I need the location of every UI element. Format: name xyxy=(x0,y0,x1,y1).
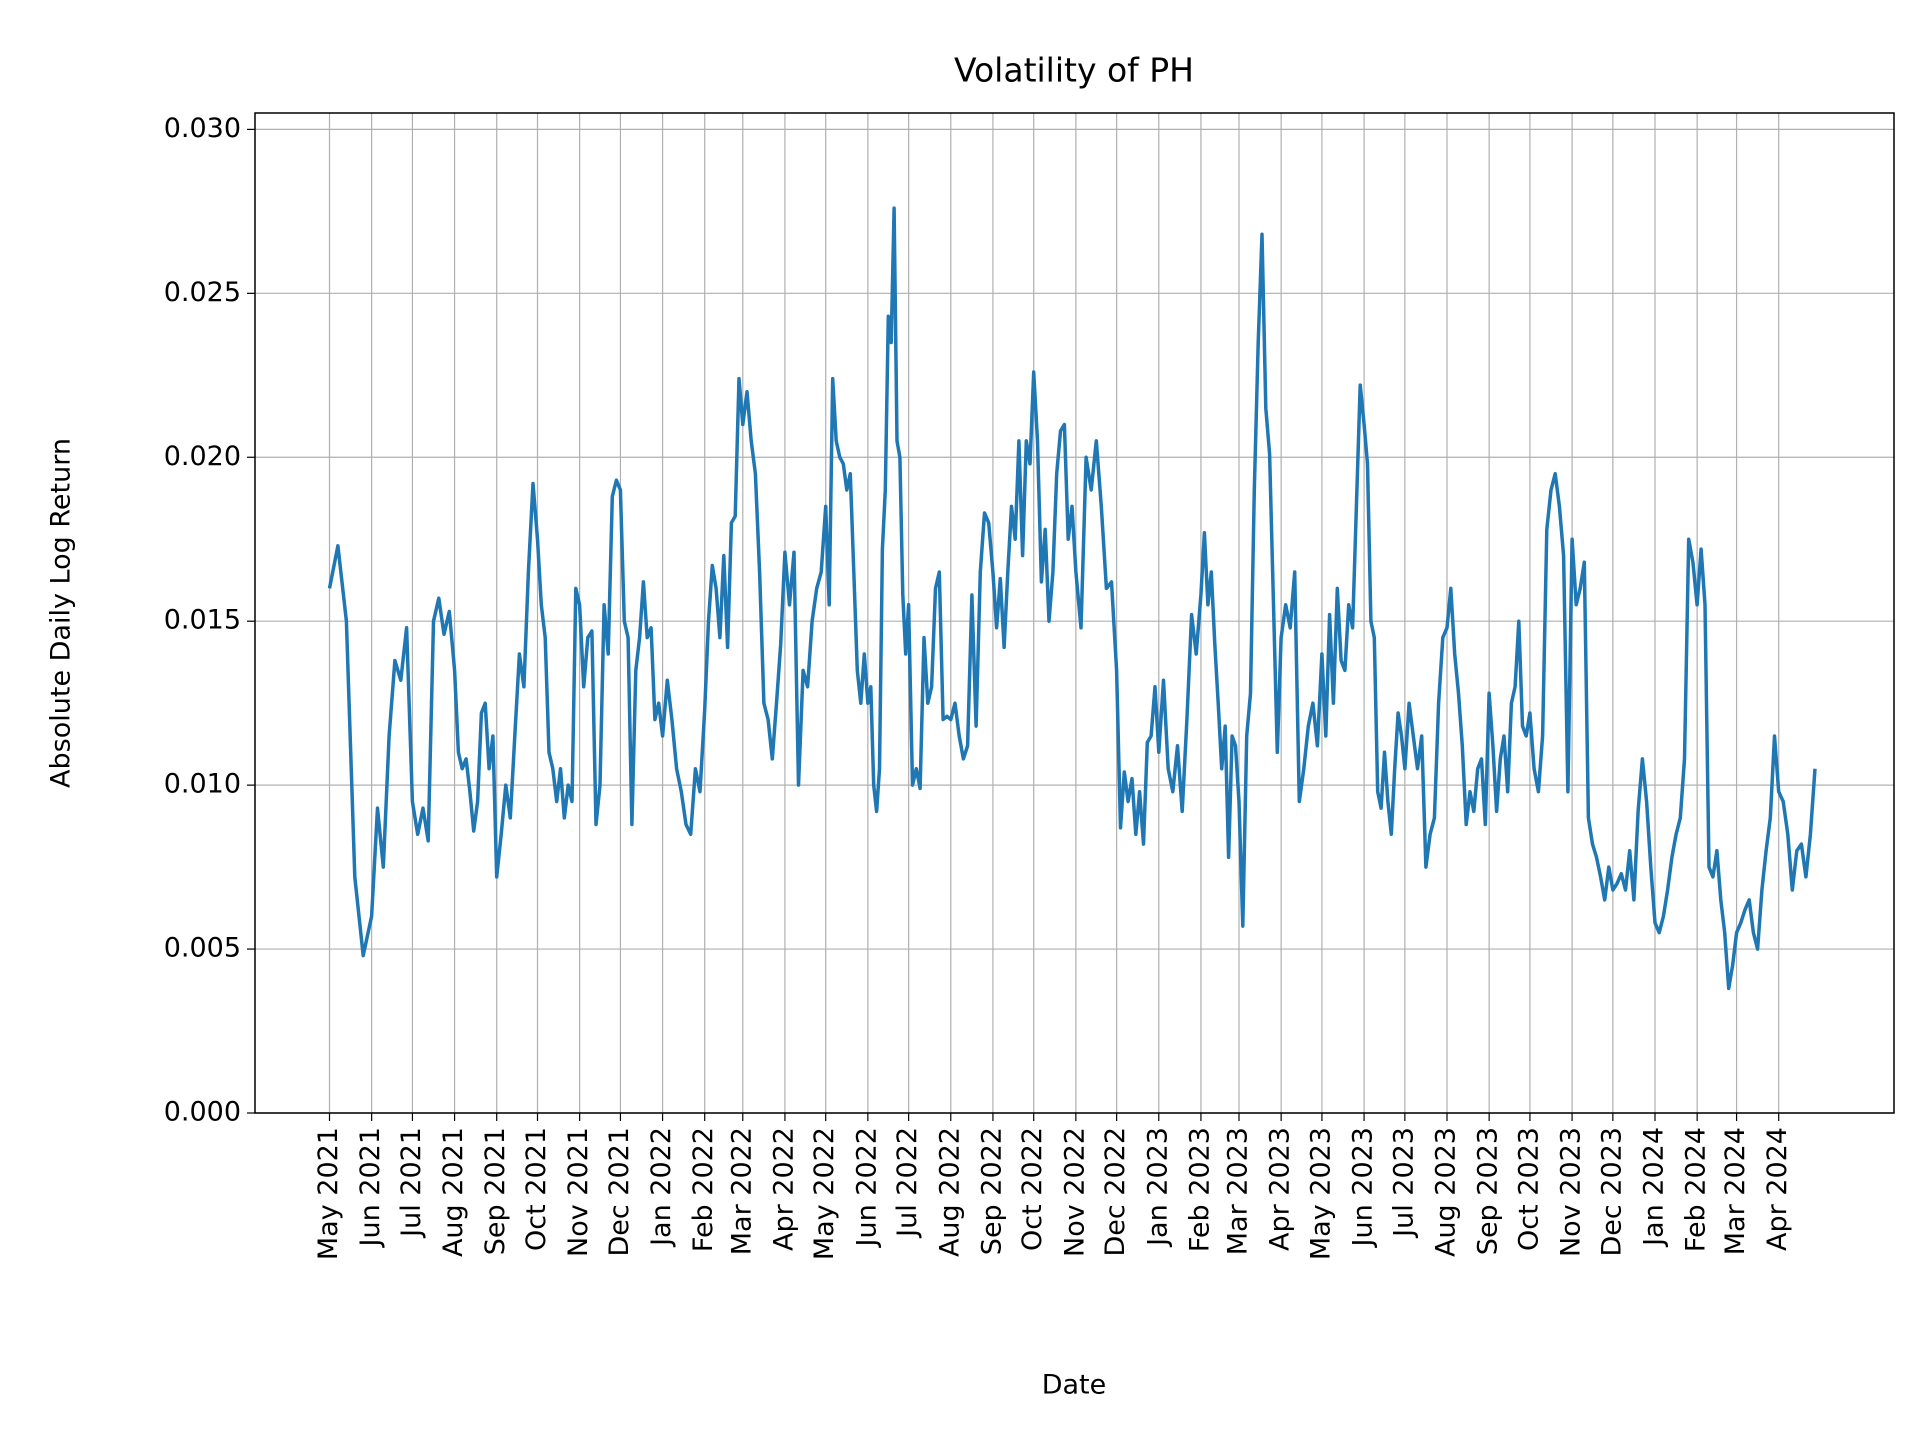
x-tick-label: Jun 2023 xyxy=(1348,1127,1379,1248)
x-tick-label: Jun 2021 xyxy=(355,1127,386,1248)
x-tick-label: May 2022 xyxy=(809,1127,840,1260)
x-tick-label: Jan 2024 xyxy=(1639,1127,1670,1248)
x-axis-label: Date xyxy=(1042,1370,1107,1401)
x-tick-label: May 2021 xyxy=(313,1127,344,1260)
y-axis-label: Absolute Daily Log Return xyxy=(46,438,77,788)
x-tick-label: Nov 2021 xyxy=(563,1127,594,1257)
x-tick-label: Feb 2022 xyxy=(688,1127,719,1252)
x-tick-label: Apr 2022 xyxy=(768,1127,799,1251)
x-tick-label: Sep 2021 xyxy=(480,1127,511,1255)
y-tick-label: 0.015 xyxy=(164,605,241,636)
x-tick-label: Nov 2023 xyxy=(1556,1127,1587,1257)
x-tick-label: May 2023 xyxy=(1305,1127,1336,1260)
x-tick-label: Feb 2024 xyxy=(1681,1127,1712,1252)
y-tick-label: 0.020 xyxy=(164,441,241,472)
x-tick-label: Feb 2023 xyxy=(1184,1127,1215,1252)
x-tick-label: Jan 2022 xyxy=(646,1127,677,1248)
x-tick-label: Aug 2022 xyxy=(934,1127,965,1257)
x-tick-label: Sep 2022 xyxy=(976,1127,1007,1255)
x-tick-label: Oct 2021 xyxy=(521,1127,552,1251)
chart-title: Volatility of PH xyxy=(954,51,1194,90)
x-tick-label: Jan 2023 xyxy=(1142,1127,1173,1248)
x-tick-label: Mar 2023 xyxy=(1222,1127,1253,1255)
x-tick-label: Jun 2022 xyxy=(851,1127,882,1248)
x-tick-label: Aug 2021 xyxy=(438,1127,469,1257)
y-tick-label: 0.030 xyxy=(164,113,241,144)
plot-frame xyxy=(254,112,1895,1114)
x-tick-label: Mar 2022 xyxy=(726,1127,757,1255)
x-tick-label: Jul 2023 xyxy=(1388,1127,1419,1239)
data-line xyxy=(327,206,1817,991)
x-tick-label: Dec 2022 xyxy=(1100,1127,1131,1257)
y-tick-label: 0.010 xyxy=(164,769,241,800)
x-tick-label: Nov 2022 xyxy=(1059,1127,1090,1257)
x-tick-label: Jul 2021 xyxy=(396,1127,427,1239)
y-tick-label: 0.005 xyxy=(164,933,241,964)
x-tick-label: Dec 2023 xyxy=(1596,1127,1627,1257)
x-tick-label: Apr 2024 xyxy=(1762,1127,1793,1251)
y-tick-label: 0.000 xyxy=(164,1097,241,1128)
x-tick-label: Jul 2022 xyxy=(892,1127,923,1239)
x-tick-label: Aug 2023 xyxy=(1431,1127,1462,1257)
x-tick-label: Dec 2021 xyxy=(604,1127,635,1257)
y-tick-label: 0.025 xyxy=(164,277,241,308)
x-tick-label: Apr 2023 xyxy=(1265,1127,1296,1251)
x-tick-label: Mar 2024 xyxy=(1720,1127,1751,1255)
x-tick-label: Sep 2023 xyxy=(1473,1127,1504,1255)
x-tick-label: Oct 2023 xyxy=(1513,1127,1544,1251)
x-tick-label: Oct 2022 xyxy=(1017,1127,1048,1251)
